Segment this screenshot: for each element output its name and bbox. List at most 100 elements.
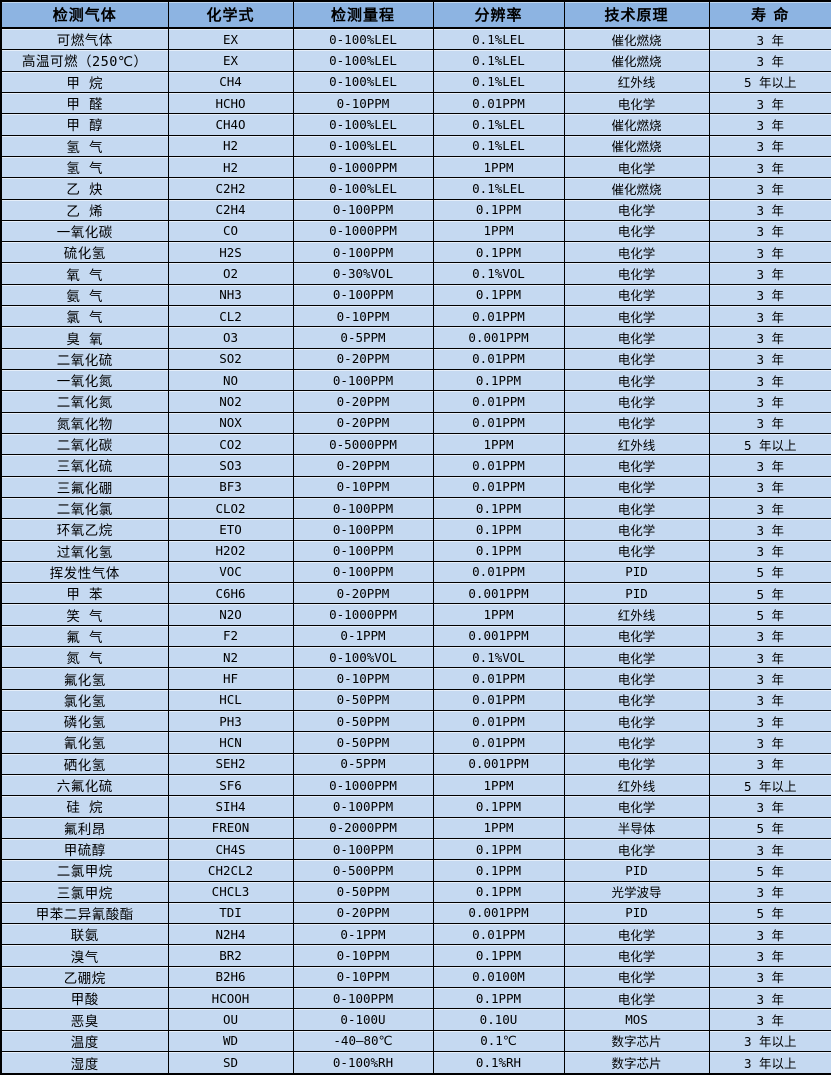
- range-cell: 0-2000PPM: [292, 816, 434, 839]
- resolution-cell: 0.1PPM: [432, 837, 565, 861]
- range-cell: 0-100%LEL: [292, 27, 434, 51]
- lifespan-cell: 3 年: [708, 390, 831, 413]
- technology-cell: 电化学: [563, 710, 710, 733]
- gas-name-cell: 二氧化氯: [0, 496, 169, 520]
- lifespan-cell: 3 年: [708, 198, 831, 221]
- gas-name-cell: 恶臭: [0, 1008, 169, 1031]
- table-row: 氟 气 F2 0-1PPM 0.001PPM 电化学 3 年: [0, 624, 831, 648]
- table-row: 溴气 BR2 0-10PPM 0.1PPM 电化学 3 年: [0, 944, 831, 967]
- range-cell: 0-20PPM: [292, 454, 434, 477]
- formula-cell: CH4O: [167, 113, 294, 136]
- lifespan-cell: 5 年: [708, 816, 831, 839]
- lifespan-cell: 3 年: [708, 880, 831, 903]
- lifespan-cell: 3 年: [708, 518, 831, 541]
- column-header-range: 检测量程: [292, 0, 434, 29]
- resolution-cell: 1PPM: [432, 155, 565, 179]
- resolution-cell: 0.1%LEL: [432, 177, 565, 200]
- technology-cell: 电化学: [563, 475, 710, 498]
- gas-name-cell: 环氧乙烷: [0, 518, 169, 541]
- range-cell: 0-10PPM: [292, 91, 434, 115]
- range-cell: 0-100%VOL: [292, 646, 434, 669]
- formula-cell: SD: [167, 1051, 294, 1075]
- table-row: 二氯甲烷 CH2CL2 0-500PPM 0.1PPM PID 5 年: [0, 859, 831, 882]
- resolution-cell: 0.1%LEL: [432, 27, 565, 51]
- formula-cell: CH4: [167, 70, 294, 93]
- technology-cell: 电化学: [563, 518, 710, 541]
- gas-name-cell: 二氧化硫: [0, 347, 169, 371]
- formula-cell: SF6: [167, 773, 294, 797]
- technology-cell: 红外线: [563, 70, 710, 93]
- resolution-cell: 0.01PPM: [432, 411, 565, 434]
- formula-cell: PH3: [167, 710, 294, 733]
- technology-cell: 电化学: [563, 411, 710, 434]
- gas-name-cell: 氟利昂: [0, 816, 169, 839]
- technology-cell: 电化学: [563, 731, 710, 754]
- technology-cell: 数字芯片: [563, 1029, 710, 1053]
- formula-cell: C6H6: [167, 582, 294, 605]
- range-cell: 0-50PPM: [292, 880, 434, 903]
- lifespan-cell: 3 年: [708, 369, 831, 392]
- gas-name-cell: 笑 气: [0, 603, 169, 626]
- resolution-cell: 0.01PPM: [432, 91, 565, 115]
- gas-name-cell: 温度: [0, 1029, 169, 1053]
- formula-cell: H2S: [167, 241, 294, 264]
- range-cell: 0-100PPM: [292, 795, 434, 818]
- range-cell: 0-500PPM: [292, 859, 434, 882]
- range-cell: 0-10PPM: [292, 944, 434, 967]
- technology-cell: 电化学: [563, 646, 710, 669]
- resolution-cell: 0.0100M: [432, 965, 565, 989]
- range-cell: 0-100PPM: [292, 496, 434, 520]
- formula-cell: H2: [167, 134, 294, 157]
- technology-cell: 红外线: [563, 773, 710, 797]
- range-cell: 0-1000PPM: [292, 603, 434, 626]
- gas-name-cell: 甲 醛: [0, 91, 169, 115]
- lifespan-cell: 3 年: [708, 667, 831, 690]
- range-cell: 0-100%LEL: [292, 134, 434, 157]
- lifespan-cell: 3 年: [708, 49, 831, 72]
- resolution-cell: 0.1PPM: [432, 539, 565, 562]
- table-row: 氟化氢 HF 0-10PPM 0.01PPM 电化学 3 年: [0, 667, 831, 690]
- table-row: 三氧化硫 SO3 0-20PPM 0.01PPM 电化学 3 年: [0, 454, 831, 477]
- technology-cell: 电化学: [563, 219, 710, 243]
- table-row: 甲 烷 CH4 0-100%LEL 0.1%LEL 红外线 5 年以上: [0, 70, 831, 93]
- table-row: 硅 烷 SIH4 0-100PPM 0.1PPM 电化学 3 年: [0, 795, 831, 818]
- gas-name-cell: 臭 氧: [0, 326, 169, 349]
- resolution-cell: 1PPM: [432, 219, 565, 243]
- gas-name-cell: 高温可燃（250℃）: [0, 49, 169, 72]
- gas-name-cell: 氯 气: [0, 305, 169, 328]
- table-row: 氢 气 H2 0-100%LEL 0.1%LEL 催化燃烧 3 年: [0, 134, 831, 157]
- lifespan-cell: 3 年以上: [708, 1029, 831, 1053]
- technology-cell: 电化学: [563, 837, 710, 861]
- gas-name-cell: 三氧化硫: [0, 454, 169, 477]
- technology-cell: 催化燃烧: [563, 49, 710, 72]
- range-cell: 0-10PPM: [292, 965, 434, 989]
- gas-name-cell: 硫化氢: [0, 241, 169, 264]
- formula-cell: N2: [167, 646, 294, 669]
- lifespan-cell: 3 年: [708, 965, 831, 989]
- technology-cell: 电化学: [563, 923, 710, 946]
- gas-name-cell: 三氯甲烷: [0, 880, 169, 903]
- table-row: 氮氧化物 NOX 0-20PPM 0.01PPM 电化学 3 年: [0, 411, 831, 434]
- gas-name-cell: 氢 气: [0, 155, 169, 179]
- lifespan-cell: 5 年: [708, 901, 831, 925]
- gas-name-cell: 氨 气: [0, 283, 169, 307]
- resolution-cell: 0.01PPM: [432, 667, 565, 690]
- table-row: 高温可燃（250℃） EX 0-100%LEL 0.1%LEL 催化燃烧 3 年: [0, 49, 831, 72]
- formula-cell: FREON: [167, 816, 294, 839]
- gas-name-cell: 氮 气: [0, 646, 169, 669]
- formula-cell: HCN: [167, 731, 294, 754]
- lifespan-cell: 3 年: [708, 837, 831, 861]
- technology-cell: MOS: [563, 1008, 710, 1031]
- table-row: 二氧化氮 NO2 0-20PPM 0.01PPM 电化学 3 年: [0, 390, 831, 413]
- formula-cell: HCL: [167, 688, 294, 712]
- table-row: 甲硫醇 CH4S 0-100PPM 0.1PPM 电化学 3 年: [0, 837, 831, 861]
- range-cell: 0-1000PPM: [292, 155, 434, 179]
- technology-cell: 电化学: [563, 262, 710, 285]
- range-cell: 0-1PPM: [292, 624, 434, 648]
- table-row: 甲 醇 CH4O 0-100%LEL 0.1%LEL 催化燃烧 3 年: [0, 113, 831, 136]
- formula-cell: WD: [167, 1029, 294, 1053]
- technology-cell: 数字芯片: [563, 1051, 710, 1075]
- column-header-resolution: 分辨率: [432, 0, 565, 29]
- table-row: 乙 烯 C2H4 0-100PPM 0.1PPM 电化学 3 年: [0, 198, 831, 221]
- formula-cell: O2: [167, 262, 294, 285]
